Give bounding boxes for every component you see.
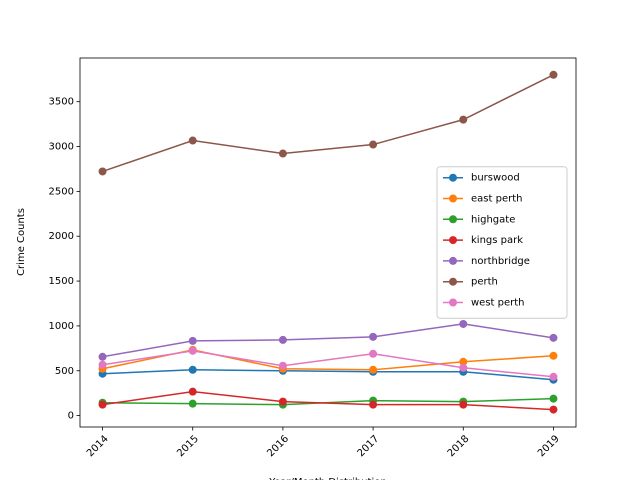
point xyxy=(549,394,558,403)
point xyxy=(549,351,558,360)
line xyxy=(102,350,554,378)
legend-marker xyxy=(449,173,457,182)
y-axis-label: Crime Counts xyxy=(16,208,27,276)
point xyxy=(549,372,558,381)
legend-marker xyxy=(449,256,457,265)
line xyxy=(102,74,554,173)
point xyxy=(459,363,468,372)
point xyxy=(98,400,107,409)
point xyxy=(188,346,197,355)
y-tick-label: 2500 xyxy=(49,186,74,197)
y-tick-label: 1000 xyxy=(49,321,74,332)
point xyxy=(369,349,378,358)
point xyxy=(98,167,107,176)
point xyxy=(369,365,378,374)
point xyxy=(278,397,287,406)
point xyxy=(98,352,107,361)
point xyxy=(459,357,468,366)
y-tick-label: 500 xyxy=(55,366,74,377)
y-tick-label: 0 xyxy=(68,411,74,422)
plot-area xyxy=(79,57,577,428)
point xyxy=(188,387,197,396)
point xyxy=(549,405,558,414)
y-tick-label: 1500 xyxy=(49,276,74,287)
point xyxy=(459,115,468,124)
x-axis-label: Year/Month Distribution xyxy=(268,477,386,480)
point xyxy=(188,336,197,345)
legend-marker xyxy=(449,215,457,224)
y-tick-label: 2000 xyxy=(49,231,74,242)
point xyxy=(459,319,468,328)
point xyxy=(549,333,558,342)
point xyxy=(188,365,197,374)
legend-marker xyxy=(449,194,457,203)
point xyxy=(549,70,558,79)
legend-marker xyxy=(449,277,457,286)
point xyxy=(188,136,197,145)
point xyxy=(369,332,378,341)
legend-marker xyxy=(449,298,457,307)
legend-label: kings park xyxy=(471,235,523,246)
legend-marker xyxy=(449,236,457,245)
point xyxy=(188,399,197,408)
legend: burswood east perth highgate kings park nort… xyxy=(436,166,568,319)
point xyxy=(278,361,287,370)
point xyxy=(369,140,378,149)
point xyxy=(369,400,378,409)
legend-label: burswood xyxy=(471,173,520,184)
point xyxy=(98,360,107,369)
line xyxy=(102,390,554,411)
y-tick-label: 3500 xyxy=(49,97,74,108)
legend-label: west perth xyxy=(471,298,525,309)
legend-box xyxy=(436,166,568,319)
legend-label: highgate xyxy=(471,214,515,225)
legend-label: northbridge xyxy=(471,256,530,267)
point xyxy=(278,149,287,158)
line xyxy=(102,323,554,358)
legend-label: perth xyxy=(471,277,498,288)
legend-label: east perth xyxy=(471,194,522,205)
point xyxy=(278,335,287,344)
point xyxy=(459,400,468,409)
line xyxy=(102,369,554,381)
y-tick-label: 3000 xyxy=(49,142,74,153)
